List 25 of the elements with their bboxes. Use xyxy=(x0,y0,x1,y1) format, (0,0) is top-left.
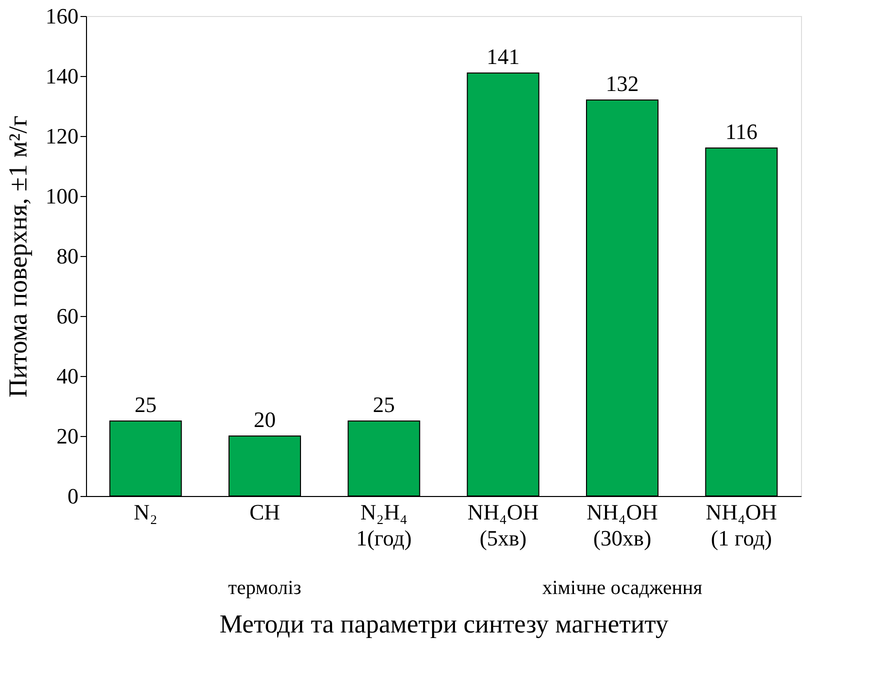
data-label: 132 xyxy=(606,71,639,96)
y-tick-label: 0 xyxy=(68,484,78,508)
x-tick-label: NH₄OH (5хв) xyxy=(467,500,539,550)
y-tick-label: 60 xyxy=(56,304,78,328)
y-axis-title: Питома поверхня, ±1 м²/г xyxy=(4,116,32,398)
x-tick-label: N₂H₄ 1(год) xyxy=(356,500,412,550)
y-tick-label: 80 xyxy=(56,244,78,268)
x-axis-title: Методи та параметри синтезу магнетиту xyxy=(219,610,669,638)
x-tick-label: N₂ xyxy=(134,500,158,524)
x-tick-label: CH xyxy=(249,500,280,524)
data-label: 141 xyxy=(486,44,520,69)
x-tick-label: NH₄OH (1 год) xyxy=(706,500,778,550)
data-label: 116 xyxy=(725,119,758,144)
y-tick-label: 140 xyxy=(46,64,78,88)
text: термоліз xyxy=(228,577,302,599)
y-tick-label: 160 xyxy=(46,4,78,28)
y-tick-label: 120 xyxy=(46,124,78,148)
y-tick-label: 100 xyxy=(46,184,78,208)
text: хімічне осадження xyxy=(542,577,702,599)
data-label: 25 xyxy=(134,392,157,417)
data-label: 25 xyxy=(372,392,395,417)
x-tick-label: NH₄OH (30хв) xyxy=(586,500,658,550)
y-tick-label: 20 xyxy=(56,424,78,448)
y-tick-label: 40 xyxy=(56,364,78,388)
data-label: 20 xyxy=(254,407,276,432)
